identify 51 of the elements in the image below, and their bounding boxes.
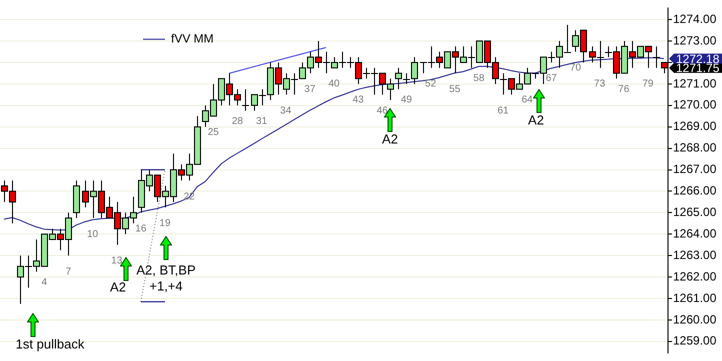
y-tick-label: 1264.00 [673,226,717,240]
legend-label: fVV MM [171,32,214,46]
annotation: A2, BT,BP +1,+4 [136,262,196,294]
x-tick-label: 37 [304,84,316,95]
y-tick-label: 1266.00 [673,184,717,198]
y-tick-label: 1274.00 [673,12,717,26]
x-tick-label: 40 [328,78,340,90]
x-tick-label: 61 [497,105,510,116]
y-tick-label: 1270.00 [673,98,717,112]
x-tick-label: 79 [642,78,654,90]
y-tick-label: 1259.00 [673,334,717,348]
x-tick-label: 52 [425,78,437,90]
x-tick-label: 28 [232,116,244,128]
x-tick-label: 7 [66,266,72,278]
candlestick [242,88,250,112]
y-tick-label: 1267.00 [673,162,717,176]
x-tick-label: 34 [280,105,292,116]
y-tick-label: 1261.00 [673,290,717,305]
x-tick-label: 43 [352,94,364,106]
candlestick [652,46,660,68]
x-tick-label: 70 [570,62,582,74]
x-tick-label: 49 [400,94,412,106]
x-tick-label: 67 [546,73,558,84]
x-tick-label: 19 [159,218,171,230]
x-tick-label: 58 [473,73,485,84]
x-tick-label: 10 [86,228,99,240]
x-tick-label: 46 [376,105,388,116]
y-tick-label: 1273.00 [673,33,717,48]
y-tick-label: 1263.00 [673,248,717,262]
x-tick-label: 16 [135,223,147,234]
x-tick-label: 55 [449,84,461,95]
candlestick [411,56,418,84]
x-tick-label: 13 [111,256,123,267]
x-tick-label: 4 [41,277,48,288]
x-tick-label: 25 [208,126,220,138]
x-tick-label: 64 [522,94,534,106]
x-tick-label: 76 [618,84,630,95]
y-tick-label: 1271.00 [673,76,717,90]
y-tick-label: 1265.00 [673,205,717,219]
annotation: A2 [528,112,544,128]
x-tick-label: 73 [594,78,606,90]
y-tick-label: 1262.00 [673,269,717,284]
candlestick [402,72,410,84]
annotation: A2 [382,132,398,147]
x-tick-label: 31 [256,116,268,128]
annotation: A2 [110,280,126,295]
y-tick-label: 1269.00 [673,119,717,134]
y-tick-label: 1260.00 [673,312,717,326]
annotation: 1st pullback [16,336,85,352]
candlestick [395,67,402,90]
y-tick-label: 1268.00 [673,140,717,155]
